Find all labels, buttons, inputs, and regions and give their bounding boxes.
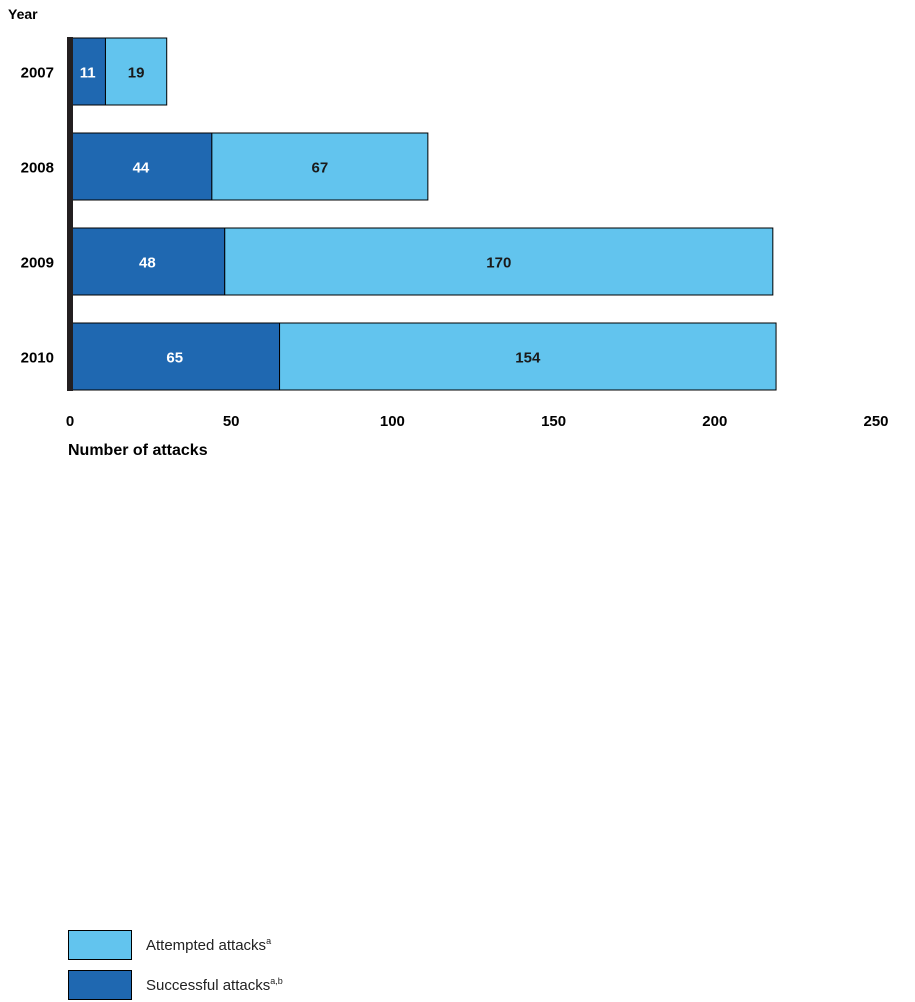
bar-attempted-2008: [211, 132, 429, 201]
chart-plot: 11 19 2007 44 67 2008 48 170 2009 65 154 2010 0 50 100…: [21, 37, 889, 430]
data-label-successful-2010: 65: [166, 350, 183, 367]
bar-attempted-2009: [224, 227, 774, 296]
y-tick-label-2010: 2010: [21, 350, 54, 367]
x-tick-label-0: 0: [66, 413, 74, 430]
bar-attempted-2007: [104, 37, 168, 106]
data-label-successful-2008: 44: [133, 160, 150, 177]
legend-item-attempted: Attempted attacksa: [68, 928, 271, 962]
y-tick-label-2007: 2007: [21, 65, 54, 82]
x-tick-label-250: 250: [863, 413, 888, 430]
x-tick-label-50: 50: [223, 413, 240, 430]
y-tick-label-2008: 2008: [21, 160, 54, 177]
y-tick-label-2009: 2009: [21, 255, 54, 272]
data-label-attempted-2008: 67: [312, 160, 329, 177]
legend-label-attempted: Attempted attacksa: [146, 936, 272, 954]
chart: Year 11 19 2007 44 67 2008 48 170 2009 65 154 2010 0…: [8, 6, 889, 1000]
bar-successful-2010: [69, 322, 281, 391]
legend-item-successful: Successful attacksa,b: [68, 968, 283, 1002]
legend-swatch-attempted: [68, 930, 132, 960]
x-tick-label-200: 200: [702, 413, 727, 430]
legend-swatch-successful: [68, 970, 132, 1000]
y-axis-title: Year: [8, 6, 38, 22]
data-label-successful-2009: 48: [139, 255, 156, 272]
x-axis-title: Number of attacks: [68, 442, 208, 459]
x-tick-label-100: 100: [380, 413, 405, 430]
data-label-attempted-2010: 154: [515, 350, 541, 367]
data-label-attempted-2007: 19: [128, 65, 145, 82]
bar-successful-2007: [69, 37, 106, 106]
data-label-attempted-2009: 170: [486, 255, 511, 272]
bar-successful-2009: [69, 227, 226, 296]
x-tick-label-150: 150: [541, 413, 566, 430]
bar-attempted-2010: [279, 322, 777, 391]
bar-successful-2008: [69, 132, 213, 201]
legend-label-successful: Successful attacksa,b: [146, 976, 283, 994]
data-label-successful-2007: 11: [80, 65, 96, 82]
